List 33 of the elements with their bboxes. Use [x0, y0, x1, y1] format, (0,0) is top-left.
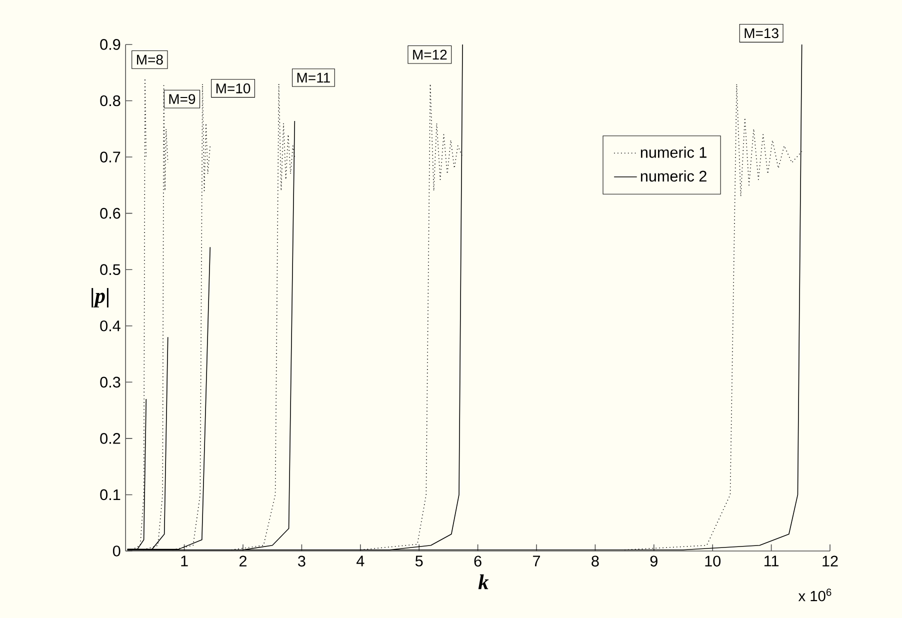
y-tick-label: 0.8	[100, 95, 120, 106]
annotation: M=12	[413, 50, 447, 60]
y-tick-label: 0.9	[100, 39, 120, 50]
annotation: M=13	[744, 28, 778, 38]
x-tick-label: 12	[822, 556, 838, 566]
y-tick-label: 0.5	[100, 264, 120, 276]
annotation: M=10	[216, 83, 250, 94]
legend-label: numeric 2	[640, 170, 706, 182]
x-tick-label: 10	[705, 556, 721, 567]
x-tick-label: 5	[415, 556, 423, 566]
annotation: M=11	[297, 72, 330, 82]
y-tick-label: 0	[112, 546, 120, 556]
annotation: M=9	[169, 94, 196, 104]
y-tick-label: 0.2	[100, 433, 120, 444]
text: x 10$^{6}$	[798, 588, 832, 602]
x-tick-label: 9	[650, 556, 658, 567]
y-tick-label: 0.1	[100, 489, 120, 500]
x-tick-label: 6	[474, 556, 482, 567]
x-tick-label: 7	[533, 556, 540, 566]
y-tick-label: 0.4	[100, 320, 120, 332]
y-tick-label: 0.3	[100, 376, 120, 388]
x-tick-label: 2	[240, 556, 246, 566]
y-tick-label: 0.7	[100, 152, 120, 162]
x-tick-label: 8	[592, 556, 599, 567]
x-axis-title: k	[478, 574, 489, 590]
x-tick-label: 11	[764, 556, 779, 566]
x-tick-label: 4	[356, 556, 364, 566]
y-tick-label: 0.6	[100, 208, 120, 219]
legend-label: numeric 1	[640, 146, 706, 158]
y-axis-title: |p|	[92, 288, 108, 308]
annotation: M=8	[137, 54, 163, 65]
x-tick-label: 3	[298, 556, 306, 567]
x-tick-label: 1	[181, 556, 188, 566]
